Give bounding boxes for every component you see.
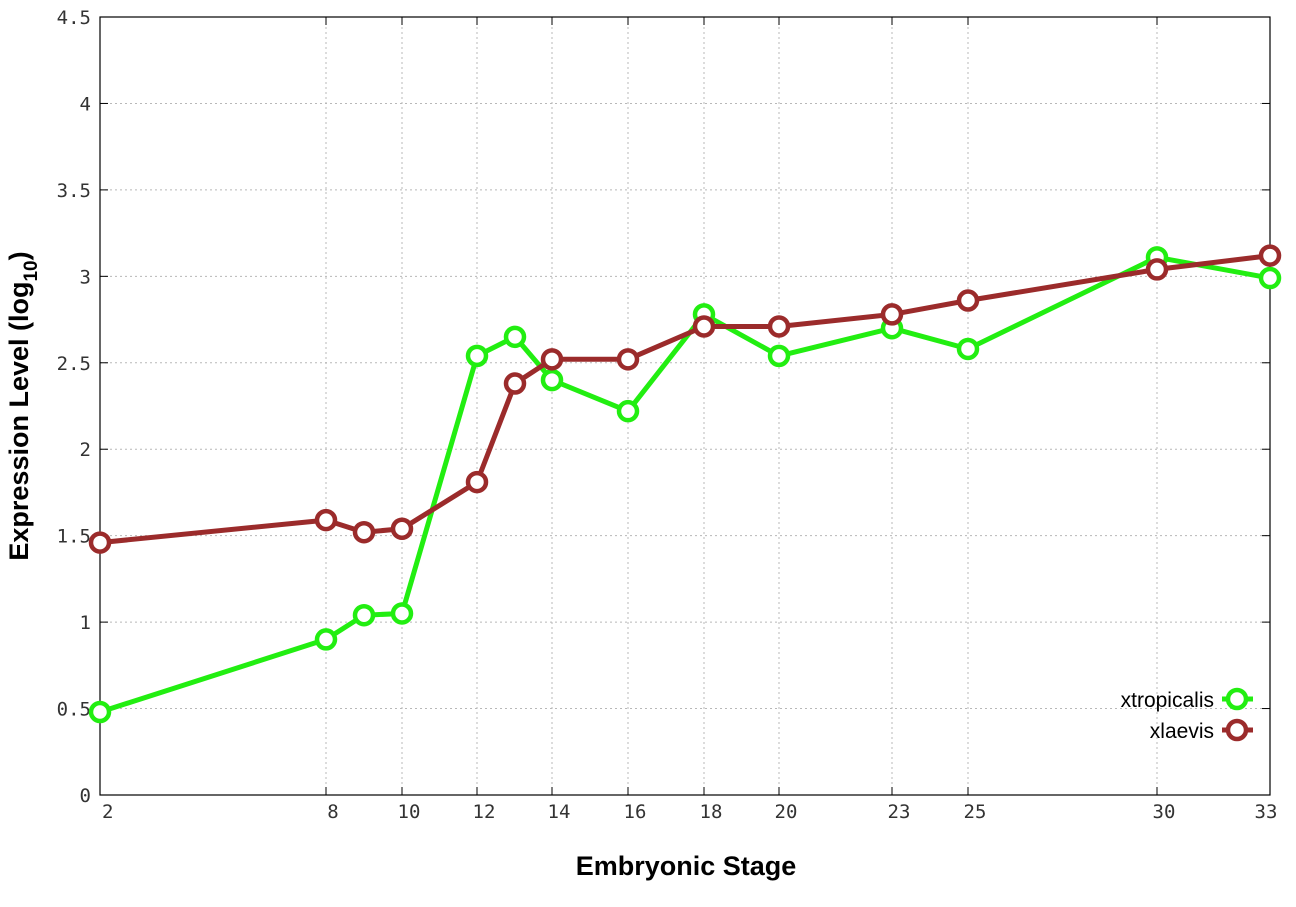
series-xtropicalis — [99, 254, 1271, 715]
series-markers-xlaevis — [88, 244, 1282, 554]
series-line-xtropicalis — [99, 254, 1271, 715]
y-tick-label: 2.5 — [57, 353, 91, 375]
data-point-xlaevis — [1145, 258, 1169, 281]
x-tick-label: 25 — [964, 801, 987, 823]
series-line-xlaevis — [99, 253, 1271, 546]
data-point-xlaevis — [692, 315, 716, 338]
y-tick-label: 1 — [80, 612, 91, 634]
data-point-xlaevis — [880, 303, 904, 326]
data-point-xlaevis — [767, 315, 791, 338]
data-point-xlaevis — [390, 517, 414, 541]
y-tick-label: 2 — [80, 439, 91, 461]
data-point-xtropicalis — [767, 344, 791, 368]
data-point-xlaevis — [314, 508, 338, 532]
y-axis-title-suffix: ) — [4, 251, 34, 260]
x-tick-label: 16 — [624, 801, 647, 823]
data-point-xlaevis — [88, 531, 112, 554]
y-tick-label: 3.5 — [57, 180, 91, 202]
data-point-xtropicalis — [465, 344, 489, 368]
y-tick-label: 1.5 — [57, 526, 91, 548]
data-point-xtropicalis — [88, 700, 112, 724]
x-tick-label: 8 — [327, 801, 338, 823]
legend-marker-xlaevis — [1225, 718, 1249, 742]
legend-label-xlaevis: xlaevis — [1150, 720, 1214, 743]
data-point-xtropicalis — [314, 628, 338, 651]
legend: xtropicalis xlaevis — [1121, 687, 1253, 743]
data-point-xtropicalis — [616, 399, 640, 423]
y-tick-label: 0.5 — [57, 699, 91, 721]
x-axis-title: Embryonic Stage — [576, 851, 797, 881]
y-tick-label: 4.5 — [57, 7, 91, 29]
x-tick-label: 10 — [398, 801, 421, 823]
series-markers-xtropicalis — [88, 246, 1282, 724]
series-xlaevis — [99, 253, 1271, 546]
y-tick-label: 3 — [80, 266, 91, 288]
data-point-xlaevis — [352, 520, 376, 544]
axis-ticks: 0 0.5 1 1.5 2 2.5 3 3.5 4 4.5 2 8 10 12 14 16 18 20 23 25 30… — [57, 7, 1278, 823]
grid-lines — [100, 17, 1270, 795]
data-point-xtropicalis — [956, 337, 980, 361]
data-point-xlaevis — [616, 348, 640, 371]
data-point-xtropicalis — [352, 603, 376, 627]
data-point-xlaevis — [956, 289, 980, 312]
data-point-xtropicalis — [390, 602, 414, 625]
y-tick-label: 4 — [80, 93, 91, 115]
y-tick-label: 0 — [80, 785, 91, 807]
series-layer — [88, 244, 1282, 724]
x-tick-label: 23 — [888, 801, 911, 823]
x-tick-label: 30 — [1153, 801, 1176, 823]
data-point-xlaevis — [503, 372, 527, 395]
x-tick-label: 33 — [1255, 801, 1278, 823]
x-tick-label: 14 — [548, 801, 571, 823]
legend-label-xtropicalis: xtropicalis — [1121, 689, 1214, 712]
y-axis-title-main: Expression Level (log — [4, 282, 34, 561]
data-point-xtropicalis — [503, 325, 527, 349]
x-tick-label: 12 — [473, 801, 496, 823]
data-point-xlaevis — [1258, 244, 1282, 267]
data-point-xtropicalis — [540, 368, 564, 392]
plot-frame — [99, 16, 1271, 796]
y-axis-title: Expression Level (log10) — [4, 251, 42, 560]
data-point-xlaevis — [465, 470, 489, 494]
x-tick-label: 18 — [700, 801, 723, 823]
data-point-xtropicalis — [1258, 266, 1282, 290]
x-tick-label: 2 — [102, 801, 113, 823]
legend-marker-xtropicalis — [1225, 687, 1249, 711]
data-point-xlaevis — [540, 348, 564, 371]
x-tick-label: 20 — [775, 801, 798, 823]
y-axis-title-subscript: 10 — [21, 260, 42, 281]
